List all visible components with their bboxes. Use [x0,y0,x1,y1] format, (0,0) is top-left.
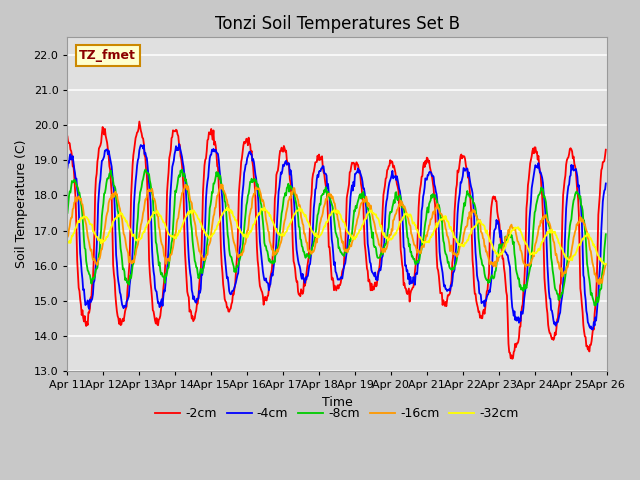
-16cm [74,198,81,204]
-16cm [419,243,426,249]
-4cm [212,150,220,156]
-16cm [184,187,191,192]
-2cm [184,292,192,298]
Line: -32cm: -32cm [67,207,606,264]
-4cm [184,241,192,247]
Text: TZ_fmet: TZ_fmet [79,49,136,62]
-2cm [602,147,610,153]
-32cm [223,204,231,210]
-32cm [184,211,191,217]
-32cm [212,227,220,233]
X-axis label: Time: Time [322,396,353,408]
-4cm [589,326,596,332]
-16cm [129,259,136,264]
-8cm [74,183,81,189]
-16cm [595,281,603,287]
-2cm [212,151,220,157]
-32cm [601,262,609,267]
-2cm [508,356,516,361]
-8cm [602,231,610,237]
-32cm [419,239,426,245]
-8cm [184,189,192,195]
Line: -4cm: -4cm [67,144,606,329]
Legend: -2cm, -4cm, -8cm, -16cm, -32cm: -2cm, -4cm, -8cm, -16cm, -32cm [150,402,524,425]
-32cm [602,261,610,267]
-32cm [129,233,136,239]
-32cm [74,221,81,227]
-8cm [591,302,598,308]
-32cm [63,239,71,244]
Line: -8cm: -8cm [67,169,606,305]
-16cm [212,204,220,210]
-8cm [141,167,149,172]
-32cm [403,212,410,218]
Y-axis label: Soil Temperature (C): Soil Temperature (C) [15,140,28,268]
-16cm [63,234,71,240]
-16cm [403,210,410,216]
-4cm [129,250,136,255]
-2cm [419,173,426,179]
Title: Tonzi Soil Temperatures Set B: Tonzi Soil Temperatures Set B [214,15,460,33]
-4cm [63,165,71,170]
-4cm [403,268,410,274]
-2cm [129,162,136,168]
-4cm [74,187,81,192]
-8cm [63,210,71,216]
-2cm [403,290,410,296]
Line: -16cm: -16cm [67,184,606,284]
-8cm [212,169,220,175]
-4cm [602,180,610,186]
-2cm [74,258,81,264]
-16cm [217,181,225,187]
-8cm [403,226,410,231]
-2cm [136,119,143,124]
-8cm [129,263,136,268]
-16cm [602,262,610,267]
-8cm [419,237,426,243]
-4cm [419,204,426,209]
-2cm [63,134,71,140]
Line: -2cm: -2cm [67,121,606,359]
-4cm [175,141,183,147]
